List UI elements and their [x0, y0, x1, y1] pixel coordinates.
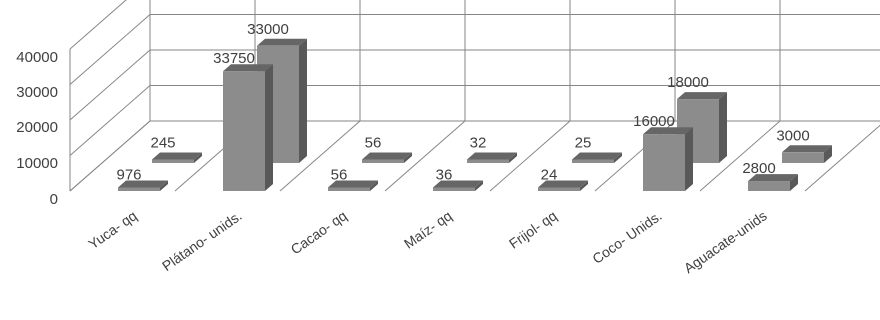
floor-line — [489, 120, 571, 192]
bar-front — [223, 71, 265, 191]
bar-side — [790, 174, 798, 191]
floor-line — [384, 120, 466, 192]
bar — [782, 145, 832, 163]
bar-front — [572, 159, 614, 163]
data-label: 16000 — [633, 113, 675, 130]
data-labels: 245 976 33000 33750 56 56 32 36 25 24 18000 16000 30… — [116, 21, 809, 184]
bar — [643, 127, 693, 191]
y-tick-label: 0 — [50, 191, 58, 208]
category-label: Plátano- unids. — [159, 207, 245, 274]
data-label: 33750 — [213, 50, 255, 67]
bar-front — [433, 187, 475, 191]
y-tick-label: 20000 — [16, 119, 58, 136]
bar — [223, 64, 273, 191]
bar — [152, 152, 202, 163]
bar-front — [118, 187, 160, 191]
floor-line — [279, 120, 361, 192]
y-tick-label: 40000 — [16, 49, 58, 66]
bar-side — [719, 92, 727, 163]
floor-line — [804, 124, 880, 192]
grid-line-side — [69, 0, 127, 50]
bar — [118, 180, 168, 191]
y-tick-label: 10000 — [16, 155, 58, 172]
bar-side — [299, 38, 307, 163]
data-label: 56 — [331, 167, 348, 184]
grid-line-side — [69, 85, 151, 156]
bar-side — [824, 145, 832, 163]
bar-front — [328, 187, 370, 191]
bar-side — [404, 152, 412, 163]
bar-front — [538, 187, 580, 191]
series-front — [118, 64, 798, 191]
bar-top — [572, 152, 622, 160]
data-label: 56 — [365, 135, 382, 152]
bar-top — [223, 64, 273, 72]
data-label: 32 — [470, 135, 487, 152]
bar-top — [782, 145, 832, 153]
bar-top — [467, 152, 517, 160]
bar-side — [265, 64, 273, 191]
bar — [328, 180, 378, 191]
category-label: Maíz- qq — [401, 207, 455, 251]
category-label: Cacao- qq — [288, 207, 350, 257]
grid-line-side — [69, 14, 151, 85]
bar-front — [467, 159, 509, 163]
grid-line-side — [69, 49, 151, 121]
category-label: Frijol- qq — [506, 207, 560, 251]
bar — [538, 180, 588, 191]
bar-front — [643, 134, 685, 191]
bar-side — [160, 180, 168, 191]
data-label: 24 — [541, 167, 558, 184]
bar-top — [257, 38, 307, 46]
bar-side — [614, 152, 622, 163]
bar-side — [475, 180, 483, 191]
bar — [572, 152, 622, 163]
y-tick-label: 30000 — [16, 84, 58, 101]
data-label: 976 — [116, 167, 141, 184]
category-label: Aguacate-unids — [681, 207, 770, 276]
bar-top — [152, 152, 202, 160]
data-label: 3000 — [776, 127, 809, 144]
floor-line — [699, 120, 781, 192]
floor-line — [69, 120, 151, 192]
bar — [467, 152, 517, 163]
data-label: 18000 — [667, 74, 709, 91]
bar-front — [782, 152, 824, 163]
bar-top — [538, 180, 588, 188]
category-label: Coco- Unids. — [589, 207, 664, 267]
bar-front — [152, 159, 194, 163]
bar — [433, 180, 483, 191]
bar-top — [677, 92, 727, 100]
bar-top — [433, 180, 483, 188]
y-axis-ticks: 0 10000 20000 30000 40000 — [16, 49, 58, 208]
bar — [748, 174, 798, 191]
bar-top — [643, 127, 693, 135]
x-axis-categories: Yuca- qq Plátano- unids. Cacao- qq Maíz-… — [85, 207, 769, 276]
bar-side — [685, 127, 693, 191]
bar-side — [194, 152, 202, 163]
bar-top — [362, 152, 412, 160]
bar-top — [748, 174, 798, 182]
category-label: Yuca- qq — [85, 207, 139, 252]
data-label: 245 — [150, 135, 175, 152]
bar-side — [370, 180, 378, 191]
data-label: 33000 — [247, 21, 289, 38]
bar-side — [509, 152, 517, 163]
data-label: 36 — [436, 167, 453, 184]
data-label: 25 — [575, 135, 592, 152]
bar — [362, 152, 412, 163]
bar-top — [328, 180, 378, 188]
bar-front — [362, 159, 404, 163]
data-label: 2800 — [742, 160, 775, 177]
bar-front — [748, 181, 790, 191]
bar-side — [580, 180, 588, 191]
bar-top — [118, 180, 168, 188]
